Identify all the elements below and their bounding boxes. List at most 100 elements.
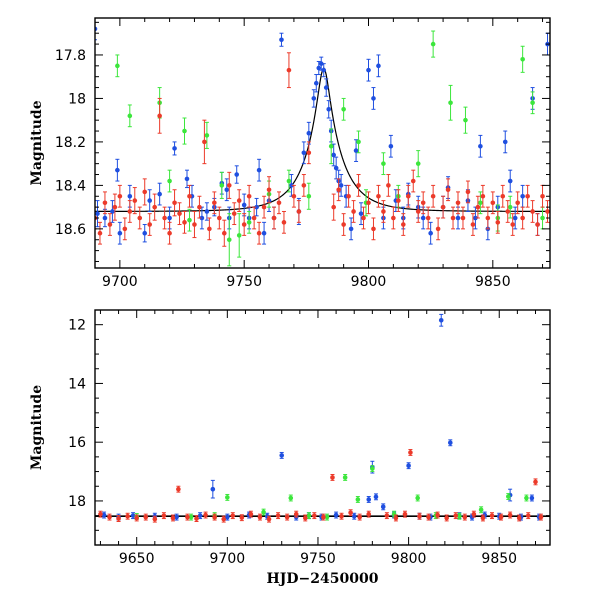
data-point	[117, 221, 123, 245]
data-point	[529, 494, 535, 502]
point-marker	[142, 189, 148, 195]
data-point	[112, 193, 118, 221]
x-tick-label: 9750	[226, 274, 262, 290]
data-point	[276, 191, 282, 215]
data-point	[470, 213, 476, 236]
data-point	[107, 213, 113, 236]
point-marker	[339, 513, 344, 519]
data-point	[212, 513, 217, 521]
data-point	[500, 184, 506, 208]
point-marker	[545, 209, 550, 214]
data-point	[291, 184, 297, 208]
point-marker	[331, 204, 336, 210]
data-point	[348, 217, 354, 241]
data-point	[341, 213, 346, 236]
point-marker	[401, 222, 406, 227]
point-marker	[102, 200, 108, 206]
data-point	[293, 510, 299, 518]
point-marker	[331, 152, 336, 158]
data-point	[132, 187, 138, 215]
point-marker	[520, 215, 525, 221]
data-point	[355, 496, 361, 503]
point-marker	[473, 215, 478, 221]
point-marker	[116, 516, 121, 521]
data-point	[408, 449, 413, 456]
data-point	[152, 193, 157, 221]
point-marker	[147, 222, 152, 227]
point-marker	[251, 215, 257, 221]
point-marker	[212, 200, 217, 206]
point-marker	[512, 215, 518, 221]
data-point	[289, 174, 294, 197]
point-marker	[167, 178, 172, 184]
point-marker	[445, 187, 451, 193]
point-marker	[535, 222, 540, 227]
data-point	[516, 514, 522, 522]
x-tick-label: 9800	[391, 551, 427, 567]
data-point	[185, 513, 190, 521]
point-marker	[271, 215, 277, 221]
point-marker	[530, 209, 535, 214]
point-marker	[388, 143, 394, 149]
point-marker	[525, 513, 531, 518]
point-marker	[455, 200, 461, 206]
point-marker	[313, 80, 319, 86]
point-marker	[420, 200, 426, 206]
point-marker	[415, 209, 421, 214]
data-point	[512, 206, 518, 230]
data-point	[346, 184, 351, 208]
point-marker	[324, 514, 330, 520]
data-point	[373, 493, 379, 501]
point-marker	[132, 198, 138, 203]
data-point	[333, 511, 339, 519]
point-marker	[107, 514, 112, 520]
point-marker	[463, 117, 468, 123]
data-point	[224, 178, 230, 202]
data-point	[381, 200, 386, 223]
data-point	[515, 191, 520, 215]
point-marker	[210, 486, 216, 492]
point-marker	[248, 511, 254, 517]
point-marker	[312, 513, 317, 518]
data-point	[157, 97, 162, 134]
point-marker	[505, 209, 511, 214]
data-point	[495, 210, 501, 234]
data-point	[221, 515, 227, 523]
point-marker	[188, 514, 194, 520]
point-marker	[306, 193, 312, 199]
data-point	[182, 210, 187, 234]
point-marker	[157, 191, 162, 197]
data-point	[306, 121, 312, 145]
data-point	[203, 511, 208, 519]
data-point	[316, 60, 322, 76]
data-point	[388, 134, 394, 158]
point-marker	[348, 510, 353, 515]
point-marker	[366, 67, 371, 73]
data-point	[366, 58, 371, 82]
data-point	[498, 513, 504, 521]
point-marker	[291, 193, 297, 199]
bottom-panel: 9650 9700 9750 9800 9850 12 14 16 18 Magnitude HJD…	[29, 309, 551, 587]
point-marker	[516, 515, 522, 521]
point-marker	[371, 226, 376, 232]
point-marker	[420, 215, 426, 221]
data-point	[417, 512, 422, 520]
point-marker	[236, 198, 242, 203]
x-tick-label: 9700	[102, 274, 138, 290]
data-point	[502, 130, 508, 154]
data-point	[391, 206, 396, 230]
data-point	[530, 200, 535, 223]
data-point	[127, 200, 133, 223]
data-point	[430, 30, 436, 58]
data-point	[97, 221, 103, 245]
point-marker	[176, 486, 181, 492]
point-marker	[266, 187, 272, 193]
data-point	[137, 206, 143, 230]
point-marker	[221, 516, 227, 522]
data-point	[507, 511, 513, 519]
data-point	[177, 202, 182, 226]
point-marker	[444, 515, 449, 521]
point-marker	[246, 220, 252, 225]
data-point	[115, 54, 120, 78]
point-marker	[540, 193, 545, 199]
